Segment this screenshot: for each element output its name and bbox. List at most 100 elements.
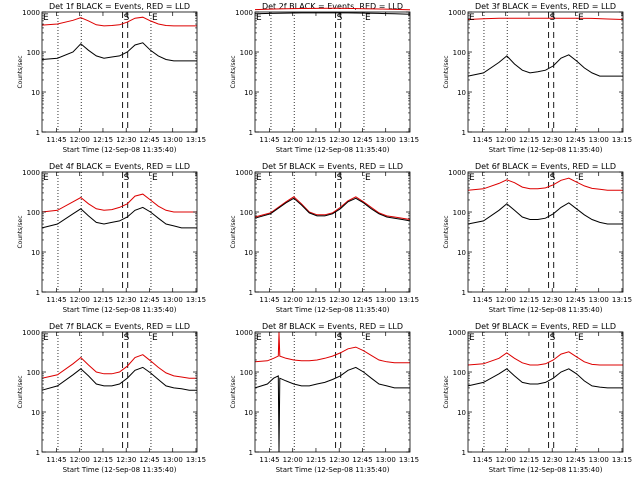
x-tick-label: 13:15: [612, 136, 632, 144]
series-line-lld: [467, 351, 623, 366]
x-tick-label: 12:45: [565, 296, 585, 304]
x-tick-label: 12:15: [306, 456, 326, 464]
series-line-events: [467, 202, 623, 225]
x-tick-label: 13:15: [612, 456, 632, 464]
x-tick-label: 12:15: [93, 296, 113, 304]
x-tick-label: 12:45: [139, 296, 159, 304]
x-tick-label: 12:45: [352, 456, 372, 464]
x-tick-label: 12:15: [93, 456, 113, 464]
y-tick-label: 100: [240, 209, 253, 217]
event-start-marker: E: [256, 173, 262, 183]
x-tick-label: 12:30: [329, 456, 349, 464]
y-axis-label: Counts/sec: [17, 215, 24, 248]
x-tick-label: 12:15: [306, 296, 326, 304]
y-tick-label: 1: [36, 129, 40, 137]
event-start-marker: E: [469, 13, 475, 23]
series-line-events: [467, 368, 623, 389]
x-tick-label: 13:00: [376, 456, 396, 464]
x-tick-label: 12:00: [283, 296, 303, 304]
x-tick-label: 12:30: [329, 136, 349, 144]
x-tick-label: 12:00: [70, 296, 90, 304]
y-tick-label: 10: [31, 409, 40, 417]
y-axis-label: Counts/sec: [443, 375, 450, 408]
x-axis-label: Start Time (12-Sep-08 11:35:40): [489, 146, 603, 154]
event-end-marker: E: [578, 173, 584, 183]
series-line-events: [41, 206, 197, 229]
y-tick-label: 100: [453, 49, 466, 57]
x-axis-label: Start Time (12-Sep-08 11:35:40): [276, 146, 390, 154]
s-marker: S: [337, 173, 343, 183]
series-line-lld: [254, 196, 411, 220]
x-tick-label: 11:45: [46, 296, 66, 304]
y-tick-label: 10: [457, 249, 466, 257]
y-tick-label: 1000: [22, 329, 40, 337]
x-tick-label: 11:45: [472, 296, 492, 304]
series-line-events: [41, 366, 197, 391]
y-tick-label: 1000: [235, 169, 253, 177]
y-tick-label: 1: [462, 289, 466, 297]
panel-title: Det 5f BLACK = Events, RED = LLD: [262, 162, 403, 171]
event-start-marker: E: [256, 13, 262, 23]
y-tick-label: 10: [31, 89, 40, 97]
y-tick-label: 100: [27, 369, 40, 377]
series-line-lld: [41, 354, 197, 379]
x-tick-label: 13:00: [376, 296, 396, 304]
y-tick-label: 1: [249, 129, 253, 137]
x-tick-label: 13:15: [399, 296, 419, 304]
y-tick-label: 100: [453, 209, 466, 217]
panel-title: Det 8f BLACK = Events, RED = LLD: [262, 322, 403, 331]
x-tick-label: 12:45: [565, 136, 585, 144]
plot-frame: [467, 331, 624, 453]
event-end-marker: E: [578, 13, 584, 23]
x-tick-label: 12:15: [519, 136, 539, 144]
panel-title: Det 1f BLACK = Events, RED = LLD: [49, 2, 190, 11]
y-axis-label: Counts/sec: [230, 375, 237, 408]
x-tick-label: 12:30: [542, 136, 562, 144]
y-tick-label: 100: [27, 49, 40, 57]
series-line-lld: [41, 16, 197, 27]
panel-title: Det 7f BLACK = Events, RED = LLD: [49, 322, 190, 331]
y-tick-label: 10: [244, 249, 253, 257]
event-start-marker: E: [469, 173, 475, 183]
x-tick-label: 13:00: [163, 136, 183, 144]
x-tick-label: 12:45: [352, 136, 372, 144]
event-start-marker: E: [43, 13, 49, 23]
s-marker: S: [337, 13, 343, 23]
series-line-events: [254, 197, 411, 222]
s-marker: S: [337, 333, 343, 343]
plot-frame: [41, 11, 198, 133]
series-line-events: [254, 366, 410, 453]
x-tick-label: 12:45: [139, 136, 159, 144]
s-marker: S: [124, 13, 130, 23]
plot-frame: [467, 11, 624, 133]
plot-frame: [254, 171, 411, 293]
y-tick-label: 1: [36, 289, 40, 297]
x-tick-label: 11:45: [46, 136, 66, 144]
x-tick-label: 12:30: [542, 296, 562, 304]
event-end-marker: E: [152, 333, 158, 343]
x-tick-label: 13:15: [186, 136, 206, 144]
panel-title: Det 4f BLACK = Events, RED = LLD: [49, 162, 190, 171]
y-tick-label: 1000: [448, 169, 466, 177]
x-tick-label: 11:45: [472, 136, 492, 144]
x-tick-label: 13:00: [163, 456, 183, 464]
x-tick-label: 12:30: [116, 136, 136, 144]
x-tick-label: 13:15: [612, 296, 632, 304]
x-tick-label: 11:45: [259, 456, 279, 464]
y-tick-label: 1000: [22, 169, 40, 177]
x-tick-label: 12:30: [542, 456, 562, 464]
series-line-lld: [254, 331, 410, 364]
y-tick-label: 1: [462, 449, 466, 457]
x-tick-label: 13:15: [399, 456, 419, 464]
event-end-marker: E: [365, 13, 371, 23]
x-axis-label: Start Time (12-Sep-08 11:35:40): [63, 306, 177, 314]
y-tick-label: 1000: [448, 9, 466, 17]
x-tick-label: 13:00: [589, 296, 609, 304]
plot-frame: [41, 331, 198, 453]
panel-title: Det 2f BLACK = Events, RED = LLD: [262, 2, 403, 11]
y-axis-label: Counts/sec: [230, 55, 237, 88]
y-tick-label: 10: [457, 409, 466, 417]
